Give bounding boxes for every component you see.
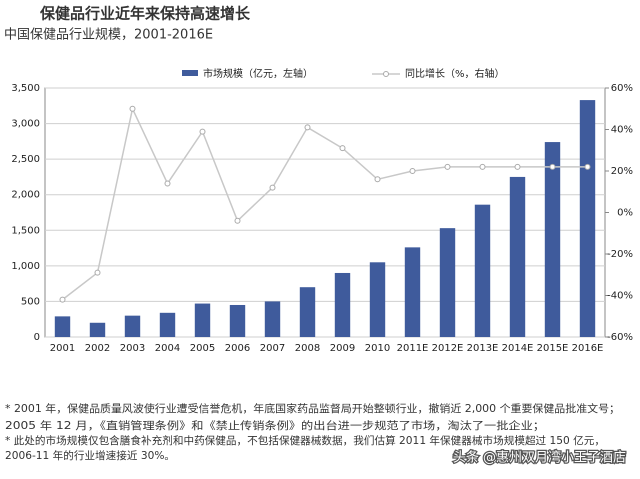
x-tick-label: 2015E	[537, 343, 569, 354]
x-tick-label: 2013E	[467, 343, 499, 354]
growth-marker	[59, 296, 66, 303]
y-tick-label: 3,500	[11, 83, 40, 94]
x-tick-label: 2010	[365, 343, 390, 354]
growth-marker	[514, 163, 521, 170]
x-tick-label: 2014E	[502, 343, 534, 354]
growth-marker	[94, 269, 101, 276]
bar	[334, 272, 351, 337]
growth-marker	[374, 176, 381, 183]
chart-title: 保健品行业近年来保持高速增长	[39, 5, 251, 23]
y2-tick-label: 60%	[611, 83, 633, 94]
x-tick-label: 2012E	[432, 343, 464, 354]
watermark: 头条 @惠州双月湾小王子酒店	[453, 450, 626, 466]
x-tick-label: 2004	[155, 343, 180, 354]
bar	[229, 304, 246, 337]
growth-marker	[269, 184, 276, 191]
y-tick-label: 500	[21, 296, 40, 307]
bar	[299, 287, 316, 337]
growth-marker	[304, 124, 311, 131]
footnote: 2006-11 年的行业增速接近 30%。	[5, 449, 175, 462]
x-tick-label: 2003	[120, 343, 145, 354]
x-tick-label: 2005	[190, 343, 215, 354]
x-tick-label: 2009	[330, 343, 355, 354]
legend-swatch	[383, 71, 389, 77]
y2-tick-label: 40%	[611, 125, 633, 136]
footnote: * 2001 年，保健品质量风波使行业遭受信誉危机，年底国家药品监督局开始整顿行…	[5, 402, 620, 415]
y2-tick-label: 20%	[611, 166, 633, 177]
bar	[544, 142, 561, 337]
growth-marker	[199, 128, 206, 135]
growth-marker	[164, 180, 171, 187]
bar	[404, 247, 421, 337]
y-tick-label: 1,000	[11, 261, 40, 272]
growth-marker	[549, 163, 556, 170]
growth-marker	[339, 145, 346, 152]
footnote: 2005 年 12 月，《直销管理条例》和《禁止传销条例》的出台进一步规范了市场…	[5, 419, 545, 432]
footnote: * 此处的市场规模仅包含膳食补充剂和中药保健品，不包括保健器械数据，我们估算 2…	[5, 434, 605, 447]
growth-marker	[234, 217, 241, 224]
legend-label: 市场规模（亿元，左轴）	[203, 67, 313, 80]
x-tick-label: 2007	[260, 343, 285, 354]
x-tick-label: 2001	[50, 343, 75, 354]
bar	[264, 301, 281, 337]
x-tick-label: 2002	[85, 343, 110, 354]
bar	[439, 228, 456, 337]
y-tick-label: 0	[34, 332, 40, 343]
y-tick-label: 2,000	[11, 190, 40, 201]
bar	[509, 176, 526, 337]
legend-label: 同比增长（%，右轴）	[405, 67, 505, 80]
growth-marker	[409, 168, 416, 174]
y2-tick-label: -60%	[607, 332, 633, 343]
growth-marker	[479, 163, 486, 170]
bar	[369, 262, 386, 337]
bar	[124, 315, 141, 337]
y2-tick-label: 0%	[617, 208, 633, 219]
bar	[474, 204, 491, 337]
bar	[194, 303, 211, 337]
x-tick-label: 2011E	[397, 343, 429, 354]
y2-tick-label: -20%	[607, 249, 633, 260]
bar	[159, 312, 176, 337]
legend-swatch	[182, 70, 198, 76]
y-tick-label: 3,000	[11, 119, 40, 130]
growth-marker	[584, 163, 591, 170]
bar	[89, 322, 106, 337]
x-tick-label: 2006	[225, 343, 250, 354]
x-tick-label: 2008	[295, 343, 320, 354]
x-tick-label: 2016E	[572, 343, 604, 354]
bar	[54, 316, 71, 337]
growth-line	[62, 106, 588, 301]
y2-tick-label: -40%	[607, 291, 633, 302]
y-tick-label: 1,500	[11, 225, 40, 236]
growth-marker	[444, 163, 451, 170]
bar	[579, 100, 596, 337]
y-tick-label: 2,500	[11, 154, 40, 165]
growth-marker	[129, 105, 136, 112]
chart-subtitle: 中国保健品行业规模，2001-2016E	[4, 28, 213, 43]
